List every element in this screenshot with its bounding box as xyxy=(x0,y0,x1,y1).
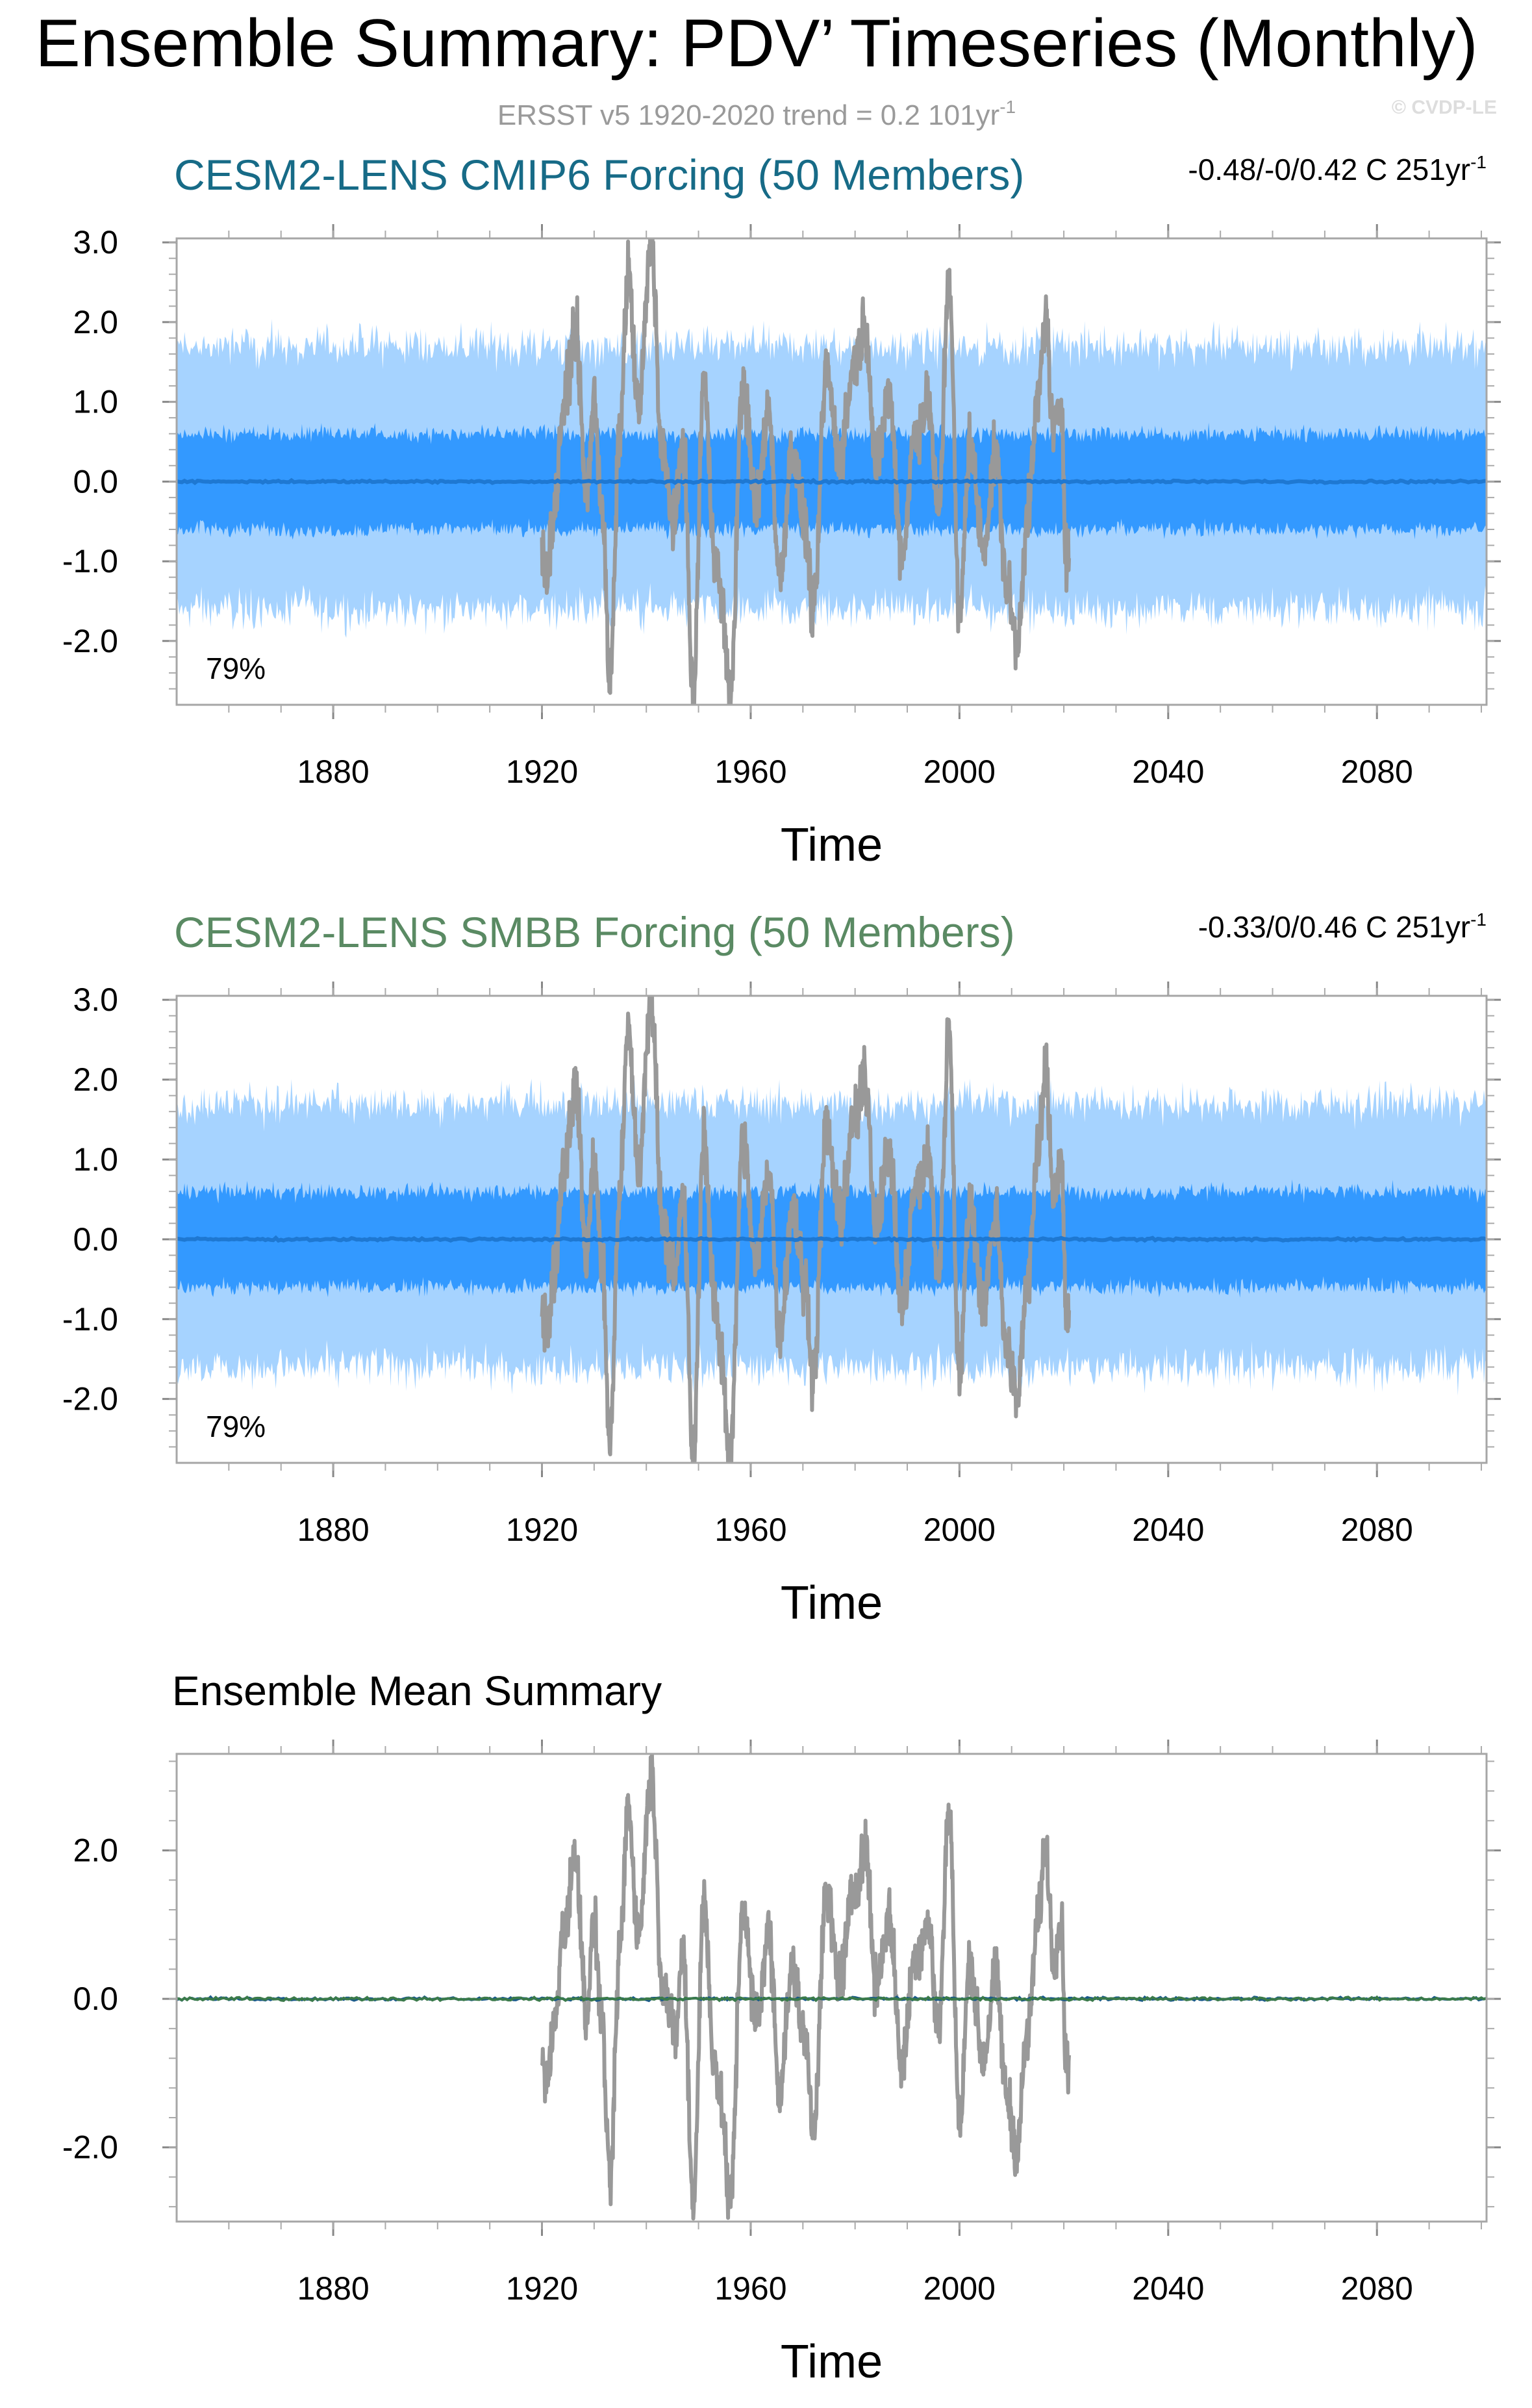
x-tick-label: 1880 xyxy=(297,1512,369,1548)
x-tick-label: 2080 xyxy=(1341,754,1413,790)
panel-mean: Ensemble Mean Summary -2.0 0.0 2.0 1880 1920 1… xyxy=(62,1667,1501,2388)
figure-title: Ensemble Summary: PDV’ Timeseries (Month… xyxy=(35,6,1477,81)
panel-title: CESM2-LENS SMBB Forcing (50 Members) xyxy=(174,908,1015,956)
y-tick-label: 2.0 xyxy=(73,1832,118,1869)
y-tick-label: 3.0 xyxy=(73,982,118,1018)
panel-title: Ensemble Mean Summary xyxy=(172,1667,662,1714)
x-tick-label: 2080 xyxy=(1341,1512,1413,1548)
trend-label-sup: -1 xyxy=(1470,152,1487,172)
chart-panels: CESM2-LENS CMIP6 Forcing (50 Members) -0.… xyxy=(62,151,1501,2388)
copyright-text: © CVDP-LE xyxy=(1392,97,1497,118)
x-axis-label: Time xyxy=(781,2336,883,2388)
panel-frame xyxy=(175,995,1488,1464)
obs-line xyxy=(540,996,1072,1463)
panel-cmip6: CESM2-LENS CMIP6 Forcing (50 Members) -0.… xyxy=(62,151,1501,871)
x-tick-label: 2000 xyxy=(923,754,996,790)
y-tick-label: 1.0 xyxy=(73,1141,118,1178)
panel-frame xyxy=(175,237,1488,706)
ensemble-mean-line xyxy=(177,1235,1487,1243)
y-tick-label: 2.0 xyxy=(73,1061,118,1098)
x-tick-label: 2000 xyxy=(923,2270,996,2307)
percent-label: 79% xyxy=(206,652,266,685)
x-tick-label: 1960 xyxy=(714,2270,786,2307)
obs-line xyxy=(540,1754,1072,2221)
y-tick-label: -2.0 xyxy=(62,2129,118,2166)
y-tick-label: -1.0 xyxy=(62,1301,118,1337)
x-axis-label: Time xyxy=(781,819,883,871)
x-tick-label: 2040 xyxy=(1132,754,1204,790)
x-tick-label: 2040 xyxy=(1132,1512,1204,1548)
plot-area xyxy=(177,238,1487,705)
smbb-mean-line xyxy=(177,1995,1487,2003)
y-tick-label: -1.0 xyxy=(62,543,118,579)
x-tick-label: 1880 xyxy=(297,2270,369,2307)
y-tick-label: 1.0 xyxy=(73,384,118,420)
y-tick-label: -2.0 xyxy=(62,623,118,659)
y-tick-label: 3.0 xyxy=(73,224,118,260)
y-tick-label: 0.0 xyxy=(73,1981,118,2017)
trend-label-text: -0.48/-0/0.42 C 251yr xyxy=(1188,153,1470,186)
ensemble-mean-line xyxy=(177,477,1487,485)
plot-area xyxy=(177,996,1487,1463)
x-tick-label: 1880 xyxy=(297,754,369,790)
x-tick-label: 1920 xyxy=(506,2270,578,2307)
trend-label: -0.33/0/0.46 C 251yr-1 xyxy=(1198,909,1487,944)
figure-subtitle-sup: -1 xyxy=(999,97,1016,117)
panel-title: CESM2-LENS CMIP6 Forcing (50 Members) xyxy=(174,151,1024,199)
obs-line xyxy=(540,238,1072,705)
x-tick-label: 2000 xyxy=(923,1512,996,1548)
figure-subtitle: ERSST v5 1920-2020 trend = 0.2 101yr-1 xyxy=(497,97,1016,131)
y-tick-label: 0.0 xyxy=(73,1221,118,1258)
trend-label: -0.48/-0/0.42 C 251yr-1 xyxy=(1188,152,1487,186)
x-tick-label: 1920 xyxy=(506,1512,578,1548)
y-tick-label: -2.0 xyxy=(62,1381,118,1417)
panel-smbb: CESM2-LENS SMBB Forcing (50 Members) -0.3… xyxy=(62,908,1501,1629)
x-axis-label: Time xyxy=(781,1577,883,1629)
y-tick-label: 2.0 xyxy=(73,304,118,340)
panel-frame xyxy=(175,1753,1488,2223)
x-tick-label: 1960 xyxy=(714,754,786,790)
y-tick-label: 0.0 xyxy=(73,463,118,500)
x-tick-label: 1960 xyxy=(714,1512,786,1548)
plot-area xyxy=(177,1754,1487,2221)
percent-label: 79% xyxy=(206,1410,266,1443)
x-tick-label: 1920 xyxy=(506,754,578,790)
x-tick-label: 2080 xyxy=(1341,2270,1413,2307)
x-tick-label: 2040 xyxy=(1132,2270,1204,2307)
figure-subtitle-text: ERSST v5 1920-2020 trend = 0.2 101yr xyxy=(497,99,999,131)
trend-label-sup: -1 xyxy=(1470,909,1487,930)
trend-label-text: -0.33/0/0.46 C 251yr xyxy=(1198,910,1470,944)
